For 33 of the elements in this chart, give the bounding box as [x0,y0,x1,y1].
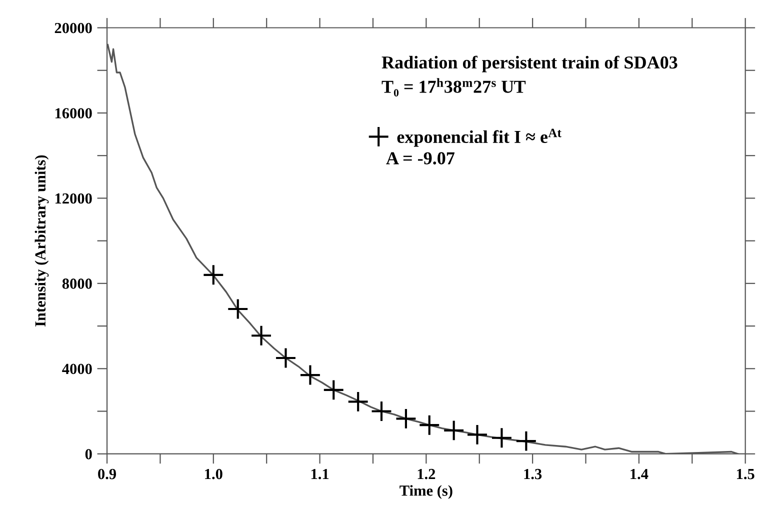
x-tick-label: 1.4 [630,468,648,480]
x-axis-title: Time (s) [400,485,452,499]
x-tick-label: 1.0 [205,468,222,480]
point [299,364,321,386]
text: Radiation of persistent train of SDA03 [382,56,678,72]
point [370,400,392,422]
point [250,324,272,346]
x-tick-label: 1.2 [418,468,436,480]
point [515,430,537,452]
y-tick-label: 8000 [62,278,92,289]
y-tick-label: 0 [85,449,92,460]
point [490,427,512,449]
legend-label: exponencial fit I ≈ e$^{At}$ [397,128,562,147]
y-axis-title: Intensity (Arbitrary units) [34,155,49,326]
x-tick-label: 1.5 [737,468,754,480]
point [466,424,488,446]
y-tick-label: 20000 [54,22,92,34]
x-tick-label: 1.3 [524,468,542,480]
annotation: A = -9.07 [386,152,454,164]
text: T₀ = 17$^{h}$38$^{m}$27$^{s}$ UT [382,78,526,96]
y-tick-label: 4000 [62,364,92,374]
point [443,420,465,442]
point [202,264,224,286]
point [395,408,417,430]
point [347,390,369,412]
point [274,347,297,369]
point [227,298,249,320]
y-tick-label: 12000 [55,193,92,204]
x-tick-label: 0.9 [98,468,116,480]
x-tick-label: 1.1 [311,468,329,480]
point [418,414,440,436]
y-tick-label: 16000 [55,108,92,118]
point [322,379,344,401]
